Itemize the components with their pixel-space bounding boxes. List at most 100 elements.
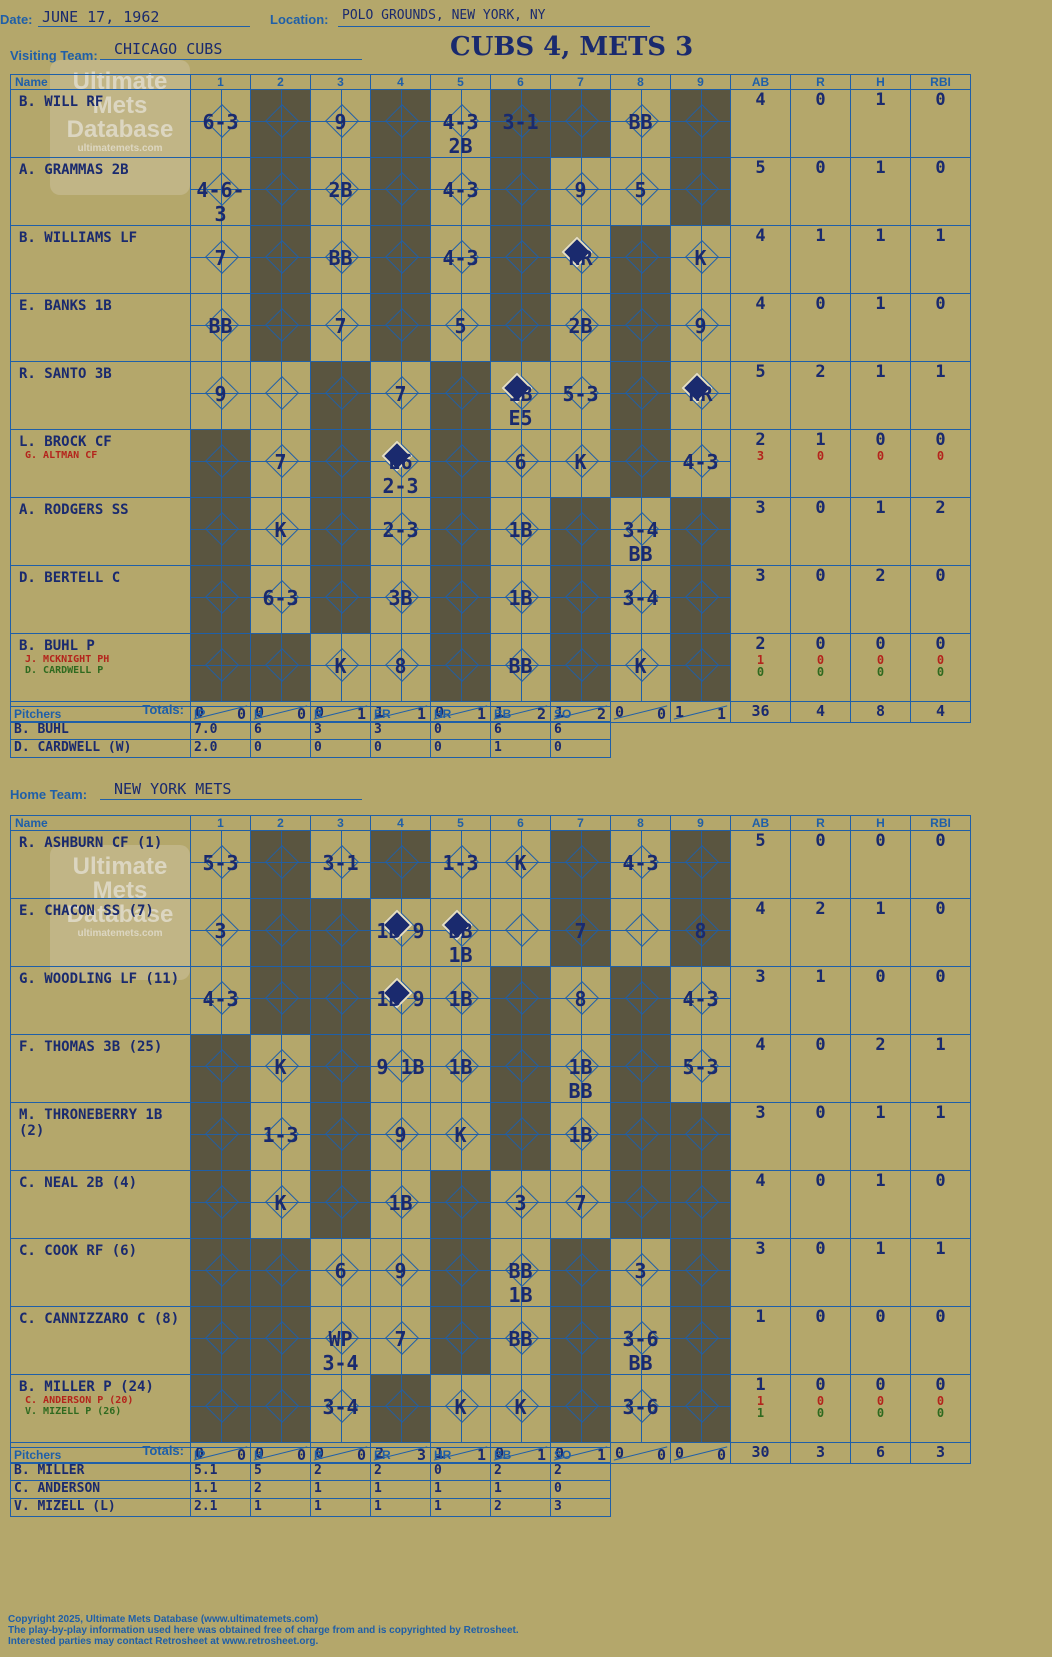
inning-cell: BB 1B <box>490 1238 551 1307</box>
batter-name: D. BERTELL C <box>19 570 121 586</box>
inning-cell: K <box>430 1374 491 1443</box>
batter-name: B. WILL RF <box>19 94 104 110</box>
pitcher-col-header: HR <box>434 707 452 721</box>
batter-r: 0 <box>815 634 826 654</box>
batter-name: G. WOODLING LF (11) <box>19 971 180 987</box>
total-ab: 30 <box>751 1443 770 1461</box>
inning-cell <box>430 565 491 634</box>
play-result: 3 <box>634 1259 647 1283</box>
basepath-diamond <box>565 1253 599 1287</box>
basepath-diamond <box>265 104 299 138</box>
basepath-diamond <box>385 308 419 342</box>
inning-cell <box>190 1170 251 1239</box>
batter-name: C. CANNIZZARO C (8) <box>19 1311 180 1327</box>
basepath-diamond <box>625 240 659 274</box>
inning-cell <box>250 225 311 294</box>
inning-cell: BB <box>490 633 551 702</box>
inning-cell: 4-3 <box>610 830 671 899</box>
basepath-diamond <box>325 580 359 614</box>
pitcher-name: C. ANDERSON <box>14 1481 101 1496</box>
h-header: H <box>876 816 885 830</box>
sub-h: 0 <box>876 1394 885 1408</box>
inning-cell <box>250 966 311 1035</box>
batter-h: 2 <box>875 566 886 586</box>
basepath-diamond <box>205 580 239 614</box>
inning-cell: 3B <box>370 565 431 634</box>
inning-header-2: 2 <box>277 816 284 830</box>
inning-cell: K <box>670 225 731 294</box>
batter-r: 2 <box>815 899 826 919</box>
pitcher-row: V. MIZELL (L) 2.1 1 1 1 1 2 3 <box>10 1498 611 1517</box>
basepath-diamond <box>265 913 299 947</box>
batter-row: E. CHACON SS (7) 3 1B 9 BB 1B 7 8 4 2 1 0 <box>10 898 971 967</box>
inning-cell: 3-1 <box>310 830 371 899</box>
pitcher-col-header: SO <box>554 1448 572 1462</box>
inning-cell: 3 <box>610 1238 671 1307</box>
play-result: E6 2-3 <box>382 450 419 498</box>
inning-cell: K <box>250 1170 311 1239</box>
sub-r: 0 <box>816 449 825 463</box>
inning-cell <box>610 1170 671 1239</box>
rbi-header: RBI <box>930 816 951 830</box>
batter-r: 0 <box>815 1375 826 1395</box>
inning-cell: 9 <box>190 361 251 430</box>
batter-name: B. MILLER P (24) <box>19 1379 154 1395</box>
batter-h: 1 <box>875 362 886 382</box>
pitcher-stat: 3 <box>314 722 322 737</box>
batter-rbi: 1 <box>935 226 946 246</box>
pitcher-stat: 0 <box>374 740 382 755</box>
play-result: 4-3 2B <box>442 110 479 158</box>
inning-cell <box>190 1306 251 1375</box>
visitors-scorecard: Name 1 2 3 4 5 6 7 8 9 AB R H RBI B. WILL RF 6-3 9 4-3 2B… <box>10 74 971 723</box>
play-result: 9 <box>394 1123 407 1147</box>
batter-row: B. MILLER P (24) C. ANDERSON P (20) V. MIZ… <box>10 1374 971 1443</box>
play-result: 7 <box>214 246 227 270</box>
play-result: 6-3 <box>202 110 239 134</box>
pitcher-col-header: R <box>314 1448 323 1462</box>
inning-cell <box>550 1238 611 1307</box>
play-result: 9 1B <box>376 1055 425 1079</box>
play-result: K <box>454 1395 467 1419</box>
basepath-diamond <box>445 648 479 682</box>
inning-cell: 1B <box>490 565 551 634</box>
play-result: 4-3 <box>682 450 719 474</box>
inning-cell: 4-3 <box>670 966 731 1035</box>
batter-r: 0 <box>815 1307 826 1327</box>
inning-cell: BB <box>490 1306 551 1375</box>
play-result: 6-3 <box>262 586 299 610</box>
inning-runs: 0 <box>615 1444 625 1462</box>
inning-cell: 9 <box>550 157 611 226</box>
game-location: POLO GROUNDS, NEW YORK, NY <box>342 8 546 23</box>
basepath-diamond <box>385 1389 419 1423</box>
inning-cell <box>670 89 731 158</box>
inning-cell <box>670 633 731 702</box>
inning-cell <box>310 361 371 430</box>
inning-cell: 1-3 <box>430 830 491 899</box>
inning-cell <box>310 1034 371 1103</box>
play-result: K <box>454 1123 467 1147</box>
batter-row: A. GRAMMAS 2B 4-6-3 2B 4-3 9 5 5 0 1 0 <box>10 157 971 226</box>
inning-cell <box>550 1374 611 1443</box>
basepath-diamond <box>625 913 659 947</box>
play-result: BB <box>328 246 353 270</box>
inning-cell: K <box>310 633 371 702</box>
inning-cell: 7 <box>310 293 371 362</box>
play-result: 1B BB <box>568 1055 593 1103</box>
inning-cell: K <box>250 1034 311 1103</box>
pitcher-stat: 2 <box>374 1463 382 1478</box>
play-result: 1B <box>568 1123 593 1147</box>
date-label: Date: <box>0 12 33 27</box>
pitcher-stat: 3 <box>554 1499 562 1514</box>
batter-ab: 3 <box>755 498 766 518</box>
inning-cell: K <box>250 497 311 566</box>
batter-ab: 4 <box>755 1171 766 1191</box>
sub-ab: 0 <box>756 665 765 679</box>
inning-cell <box>670 1102 731 1171</box>
basepath-diamond <box>685 1185 719 1219</box>
inning-cell <box>190 429 251 498</box>
inning-cell <box>190 1102 251 1171</box>
play-result: 7 <box>394 382 407 406</box>
name-header: Name <box>15 75 48 89</box>
pitcher-name: D. CARDWELL (W) <box>14 740 132 755</box>
batter-rbi: 0 <box>935 158 946 178</box>
